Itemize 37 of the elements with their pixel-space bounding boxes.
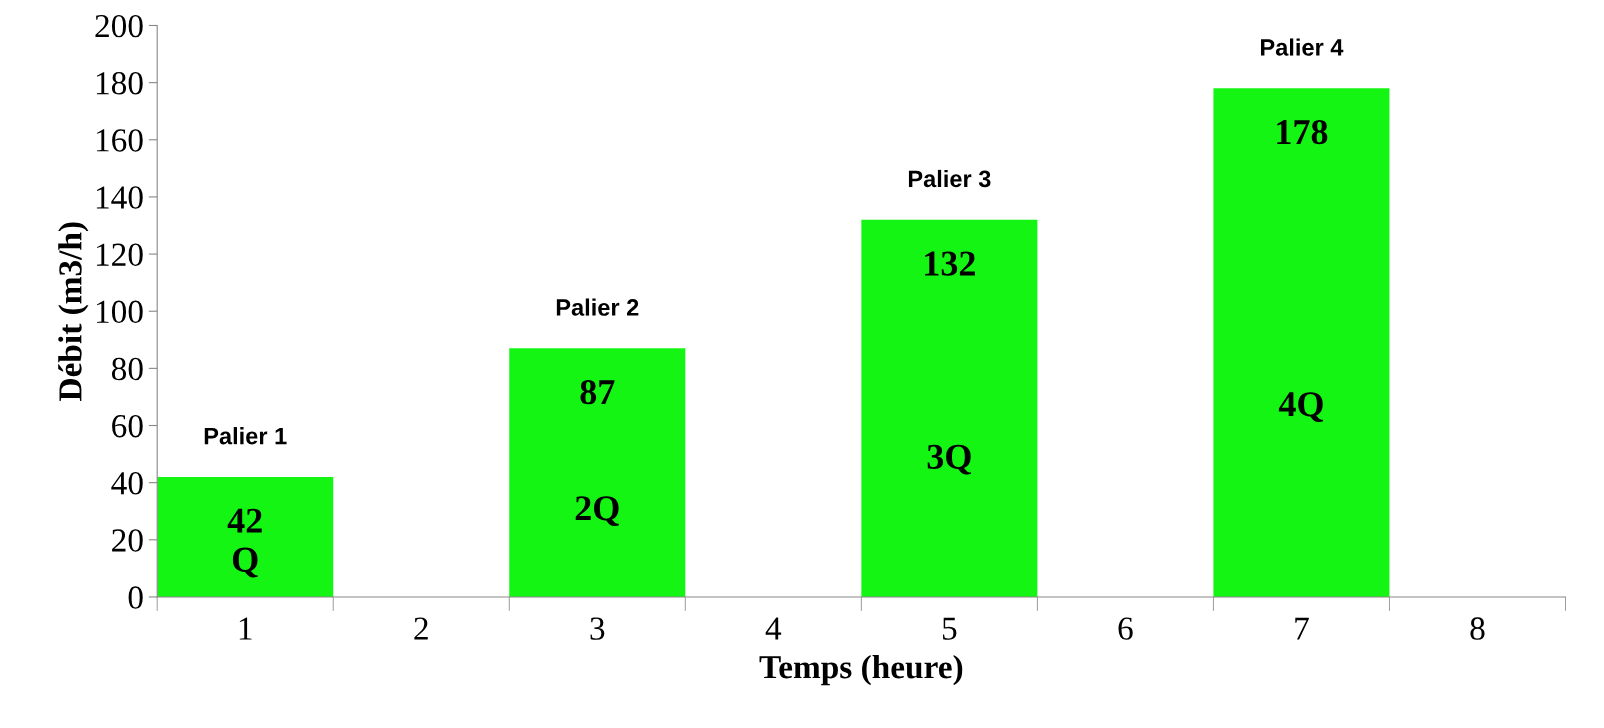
x-axis-title: Temps (heure) bbox=[759, 654, 963, 686]
y-tick-label: 100 bbox=[96, 300, 143, 324]
annotation: Q bbox=[232, 547, 258, 578]
data-label: 87 bbox=[580, 379, 615, 405]
x-tick-label: 1 bbox=[239, 617, 252, 640]
x-tick-label: 7 bbox=[1295, 617, 1309, 640]
bar bbox=[861, 219, 1038, 597]
annotation: 2Q bbox=[575, 496, 619, 526]
bar bbox=[1213, 88, 1390, 597]
annotation: Palier 4 bbox=[1261, 38, 1344, 56]
y-tick-label: 160 bbox=[96, 129, 143, 152]
annotation: Palier 2 bbox=[556, 298, 639, 316]
y-tick-label: 0 bbox=[128, 586, 143, 609]
x-tick-label: 4 bbox=[765, 617, 782, 640]
y-tick-label: 120 bbox=[96, 243, 143, 266]
annotation: Palier 1 bbox=[204, 427, 287, 445]
x-tick-label: 2 bbox=[414, 617, 428, 640]
y-tick-label: 60 bbox=[112, 414, 143, 438]
x-tick-label: 5 bbox=[942, 617, 957, 640]
annotation: Palier 3 bbox=[908, 169, 991, 188]
x-tick-label: 6 bbox=[1118, 617, 1133, 640]
bar bbox=[157, 476, 334, 597]
y-axis-title: Débit (m3/h) bbox=[58, 222, 89, 401]
data-label: 132 bbox=[925, 251, 975, 276]
bar bbox=[509, 348, 686, 597]
y-tick-label: 180 bbox=[96, 72, 143, 95]
data-label: 178 bbox=[1277, 119, 1328, 145]
y-tick-label: 40 bbox=[111, 472, 143, 495]
y-tick-label: 140 bbox=[96, 186, 143, 209]
data-label: 42 bbox=[227, 508, 262, 533]
x-tick-label: 8 bbox=[1470, 617, 1485, 640]
y-tick-label: 200 bbox=[95, 14, 143, 38]
annotation: 4Q bbox=[1278, 392, 1323, 422]
y-tick-label: 20 bbox=[112, 529, 143, 552]
y-tick-label: 80 bbox=[111, 357, 143, 381]
x-tick-label: 3 bbox=[590, 617, 605, 640]
annotation: 3Q bbox=[927, 444, 971, 475]
